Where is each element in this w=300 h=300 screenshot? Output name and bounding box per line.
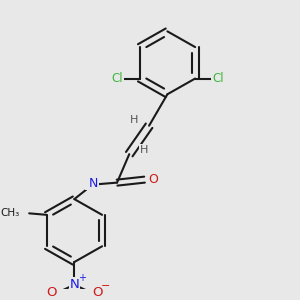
Text: O: O [92,286,103,299]
Text: N: N [70,278,79,291]
Text: Cl: Cl [212,72,224,85]
Text: CH₃: CH₃ [1,208,20,218]
Text: H: H [130,115,138,125]
Text: Cl: Cl [111,72,123,85]
Text: +: + [78,273,86,283]
Text: −: − [101,281,110,291]
Text: H: H [85,179,94,189]
Text: H: H [140,145,149,155]
Text: N: N [88,177,98,190]
Text: O: O [46,286,57,299]
Text: O: O [148,173,158,186]
